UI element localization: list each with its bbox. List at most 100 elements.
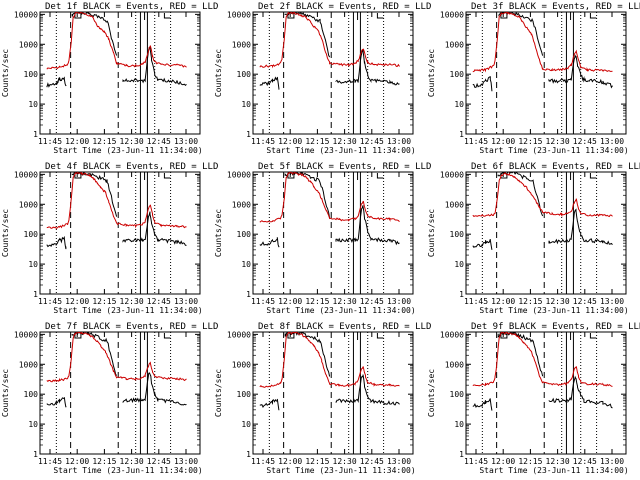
attenuator-marker (163, 333, 171, 339)
y-tick-label: 1 (33, 290, 38, 299)
x-tick-label: 12:30 (120, 457, 144, 466)
y-tick-label: 10 (454, 100, 464, 109)
y-tick-label: 10 (28, 420, 38, 429)
attenuator-marker (163, 13, 171, 19)
series-events-line (259, 332, 400, 411)
x-tick-label: 12:45 (573, 297, 597, 306)
x-tick-label: 11:45 (38, 297, 62, 306)
x-tick-label: 12:15 (518, 457, 542, 466)
series-events-line (472, 12, 613, 92)
x-tick-label: 12:45 (360, 297, 384, 306)
x-tick-label: 12:00 (65, 297, 89, 306)
attenuator-marker (589, 173, 597, 179)
y-tick-label: 10000 (14, 10, 38, 19)
y-tick-label: 10000 (440, 10, 464, 19)
attenuator-marker (376, 333, 384, 339)
y-tick-label: 100 (450, 390, 465, 399)
x-tick-label: 12:45 (360, 137, 384, 146)
y-tick-label: 10000 (14, 330, 38, 339)
panel-title: Det 9f BLACK = Events, RED = LLD (471, 322, 640, 332)
y-tick-label: 1 (459, 130, 464, 139)
y-tick-label: 1 (33, 130, 38, 139)
x-tick-label: 12:45 (573, 137, 597, 146)
x-tick-label: 12:15 (305, 297, 329, 306)
x-tick-label: 13:00 (600, 457, 624, 466)
y-axis-label: Counts/sec (1, 49, 10, 97)
y-tick-label: 100 (24, 390, 39, 399)
series-lld-line (259, 12, 400, 69)
series-events-line (472, 332, 613, 411)
plot-frame (465, 331, 627, 455)
x-tick-label: 13:00 (174, 457, 198, 466)
y-tick-label: 1000 (232, 200, 251, 209)
y-tick-label: 1 (459, 290, 464, 299)
y-tick-label: 100 (237, 70, 252, 79)
x-tick-label: 13:00 (174, 137, 198, 146)
x-tick-label: 12:00 (491, 297, 515, 306)
panel-title: Det 1f BLACK = Events, RED = LLD (45, 2, 218, 12)
attenuator-marker (74, 333, 82, 339)
y-tick-label: 1 (459, 450, 464, 459)
attenuator-marker (74, 13, 82, 19)
x-tick-label: 11:45 (464, 457, 488, 466)
y-tick-label: 100 (450, 230, 465, 239)
attenuator-marker (500, 333, 508, 339)
plot-frame (39, 171, 201, 295)
x-tick-label: 13:00 (387, 137, 411, 146)
y-tick-label: 1000 (445, 360, 464, 369)
x-tick-label: 12:00 (65, 137, 89, 146)
panel-4: Det 4f BLACK = Events, RED = LLD Counts/s… (1, 162, 218, 315)
x-tick-label: 12:30 (120, 137, 144, 146)
plot-frame (252, 171, 414, 295)
y-tick-label: 10 (241, 420, 251, 429)
y-axis-label: Counts/sec (214, 49, 223, 97)
y-tick-label: 1000 (232, 360, 251, 369)
x-axis-label: Start Time (23-Jun-11 11:34:00) (53, 466, 202, 475)
x-axis-label: Start Time (23-Jun-11 11:34:00) (479, 466, 628, 475)
x-tick-label: 12:45 (147, 457, 171, 466)
x-tick-label: 13:00 (600, 137, 624, 146)
x-tick-label: 11:45 (251, 137, 275, 146)
y-tick-label: 1 (33, 450, 38, 459)
panel-title: Det 7f BLACK = Events, RED = LLD (45, 322, 218, 332)
series-lld-line (259, 172, 400, 223)
x-tick-label: 12:00 (491, 457, 515, 466)
y-tick-label: 100 (450, 70, 465, 79)
panel-8: Det 8f BLACK = Events, RED = LLD Counts/s… (214, 322, 431, 475)
y-tick-label: 10000 (14, 170, 38, 179)
y-axis-label: Counts/sec (1, 209, 10, 257)
series-events-line (259, 172, 400, 248)
plot-frame (465, 171, 627, 295)
x-axis-label: Start Time (23-Jun-11 11:34:00) (479, 146, 628, 155)
x-tick-label: 12:15 (92, 137, 116, 146)
y-tick-label: 10 (454, 260, 464, 269)
attenuator-marker (376, 13, 384, 19)
attenuator-marker (74, 173, 82, 179)
y-axis-label: Counts/sec (427, 209, 436, 257)
x-tick-label: 12:15 (305, 137, 329, 146)
y-tick-label: 100 (237, 390, 252, 399)
plot-frame (39, 331, 201, 455)
y-tick-label: 100 (24, 230, 39, 239)
x-tick-label: 12:30 (120, 297, 144, 306)
x-tick-label: 12:30 (333, 297, 357, 306)
x-tick-label: 13:00 (600, 297, 624, 306)
series-events-line (46, 332, 187, 408)
attenuator-marker (287, 173, 295, 179)
y-tick-label: 1 (246, 450, 251, 459)
panel-9: Det 9f BLACK = Events, RED = LLD Counts/s… (427, 322, 640, 475)
x-tick-label: 11:45 (38, 457, 62, 466)
y-tick-label: 1 (246, 130, 251, 139)
series-lld-line (472, 332, 613, 387)
y-tick-label: 10 (28, 260, 38, 269)
y-axis-label: Counts/sec (1, 369, 10, 417)
panel-title: Det 5f BLACK = Events, RED = LLD (258, 162, 431, 172)
y-tick-label: 1000 (445, 200, 464, 209)
panel-6: Det 6f BLACK = Events, RED = LLD Counts/s… (427, 162, 640, 315)
y-axis-label: Counts/sec (427, 49, 436, 97)
series-events-line (46, 12, 187, 88)
y-axis-label: Counts/sec (214, 369, 223, 417)
y-tick-label: 1000 (19, 360, 38, 369)
panel-7: Det 7f BLACK = Events, RED = LLD Counts/s… (1, 322, 218, 475)
y-tick-label: 1000 (232, 40, 251, 49)
